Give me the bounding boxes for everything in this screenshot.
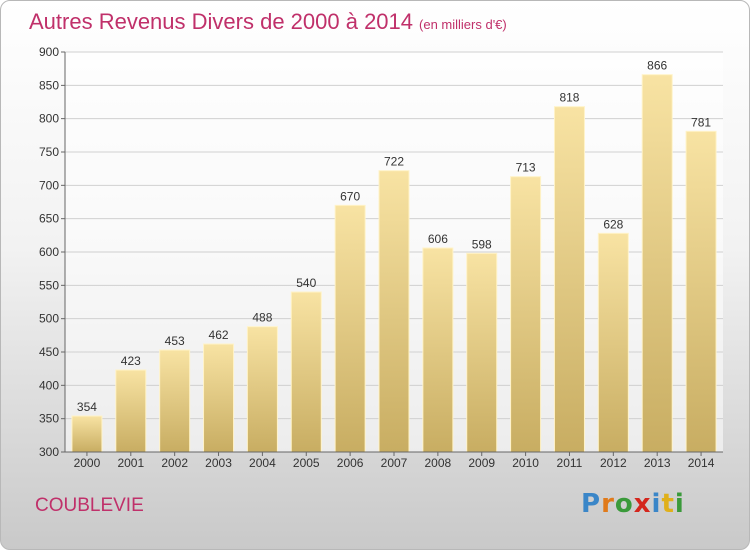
data-label: 453 [165, 334, 185, 348]
bar [115, 369, 147, 453]
bar [378, 170, 410, 453]
y-tick-label: 750 [39, 145, 59, 159]
data-label: 670 [340, 189, 360, 203]
data-label: 866 [647, 59, 667, 73]
x-tick-label: 2012 [600, 456, 627, 470]
logo-letter: P [581, 489, 602, 519]
x-tick-label: 2003 [205, 456, 232, 470]
bar [597, 232, 629, 453]
x-tick-label: 2013 [644, 456, 671, 470]
bar [159, 349, 191, 453]
data-label: 354 [77, 400, 97, 414]
data-label: 628 [603, 217, 623, 231]
bar [290, 291, 322, 453]
logo-letter: t [661, 489, 675, 519]
logo-letter: x [633, 489, 652, 519]
bar [685, 130, 717, 453]
logo-letter: i [674, 489, 685, 519]
x-tick-label: 2000 [74, 456, 101, 470]
x-tick-label: 2011 [557, 456, 583, 470]
y-tick-label: 600 [39, 245, 59, 259]
x-tick-label: 2005 [293, 456, 320, 470]
x-tick-label: 2009 [468, 456, 495, 470]
x-tick-label: 2002 [161, 456, 188, 470]
x-tick-label: 2014 [688, 456, 715, 470]
data-label: 722 [384, 155, 404, 169]
data-label: 462 [209, 328, 229, 342]
bar [203, 343, 235, 453]
place-name: COUBLEVIE [35, 495, 144, 516]
bar [246, 326, 278, 453]
bar [71, 415, 103, 453]
data-label: 606 [428, 232, 448, 246]
x-tick-label: 2007 [381, 456, 408, 470]
x-tick-label: 2006 [337, 456, 364, 470]
chart-title: Autres Revenus Divers de 2000 à 2014 (en … [29, 9, 507, 35]
data-label: 818 [559, 91, 579, 105]
y-tick-label: 550 [39, 278, 59, 292]
data-label: 713 [516, 161, 536, 175]
bar [422, 247, 454, 453]
y-tick-label: 700 [39, 178, 59, 192]
logo-letter: i [651, 489, 662, 519]
x-tick-label: 2010 [512, 456, 539, 470]
bar [510, 176, 542, 453]
data-label: 598 [472, 237, 492, 251]
bar [334, 204, 366, 453]
x-tick-label: 2004 [249, 456, 276, 470]
y-tick-label: 650 [39, 212, 59, 226]
y-tick-label: 300 [39, 445, 59, 459]
y-tick-label: 450 [39, 345, 59, 359]
y-tick-label: 800 [39, 112, 59, 126]
chart-subtitle: (en milliers d'€) [419, 17, 507, 32]
bar [553, 106, 585, 453]
proxiti-logo: Proxiti [581, 489, 685, 519]
y-tick-label: 850 [39, 78, 59, 92]
x-tick-label: 2001 [117, 456, 144, 470]
data-label: 781 [691, 115, 711, 129]
logo-letter: o [614, 489, 634, 519]
x-tick-label: 2008 [425, 456, 452, 470]
data-label: 540 [296, 276, 316, 290]
y-tick-label: 500 [39, 312, 59, 326]
data-label: 423 [121, 354, 141, 368]
y-tick-label: 350 [39, 412, 59, 426]
bar [641, 74, 673, 453]
logo-letter: r [601, 489, 615, 519]
data-label: 488 [252, 311, 272, 325]
y-tick-label: 400 [39, 378, 59, 392]
y-tick-label: 900 [39, 45, 59, 59]
chart-title-text: Autres Revenus Divers de 2000 à 2014 [29, 9, 414, 34]
bar [466, 252, 498, 453]
